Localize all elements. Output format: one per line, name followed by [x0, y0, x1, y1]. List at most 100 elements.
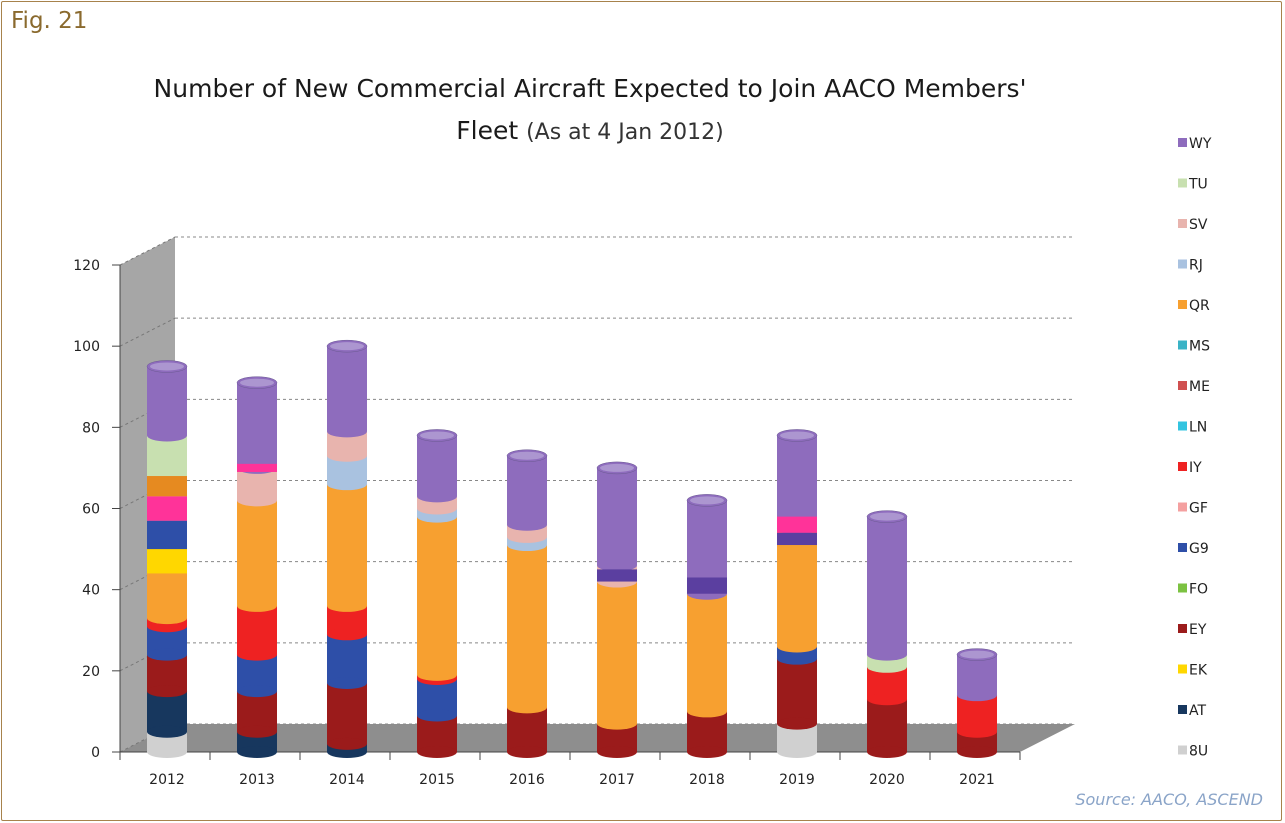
grid-diag: [119, 236, 176, 266]
chart-title-line1: Number of New Commercial Aircraft Expect…: [153, 74, 1027, 103]
bar-segment-cap: [147, 612, 187, 625]
legend-swatch-ek: [1178, 664, 1187, 674]
bar-segment-qr: [507, 545, 547, 708]
bar-segment-ey: [777, 658, 817, 724]
bar-segment-cap: [777, 717, 817, 730]
bar-segment-g9: [417, 678, 457, 716]
chart-title-date: (As at 4 Jan 2012): [526, 120, 724, 145]
bar-segment-cap: [687, 746, 727, 758]
bar-segment-wy: [147, 366, 187, 436]
legend-label-rj: RJ: [1189, 258, 1203, 274]
chart-title-line2: Fleet (As at 4 Jan 2012): [120, 110, 1060, 154]
legend-swatch-8u: [1178, 745, 1187, 755]
bar-accent-segment: [777, 532, 817, 546]
legend-swatch-ey: [1178, 624, 1187, 633]
legend-label-me: ME: [1189, 379, 1210, 395]
y-tick-label: 0: [91, 745, 100, 761]
bar-segment-cap: [777, 640, 817, 653]
bar-segment-cap: [237, 725, 277, 738]
bar-accent-segment: [147, 549, 187, 574]
legend-label-ey: EY: [1189, 622, 1207, 638]
bar-segment-wy: [867, 516, 907, 655]
chart-title: Number of New Commercial Aircraft Expect…: [120, 68, 1060, 154]
legend-label-sv: SV: [1189, 217, 1208, 233]
bar-segment-cap: [327, 599, 367, 612]
bar-segment-cap: [237, 648, 277, 661]
legend-label-ms: MS: [1189, 339, 1210, 355]
bar-segment-cap: [237, 494, 277, 507]
bar-top-highlight: [780, 431, 814, 440]
bar-top-highlight: [690, 496, 724, 505]
legend-label-wy: WY: [1189, 136, 1212, 152]
y-tick-label: 20: [82, 664, 100, 680]
bar-segment-cap: [687, 705, 727, 718]
bar-segment-cap: [507, 746, 547, 758]
bar-segment-cap: [327, 677, 367, 690]
bar-segment-cap: [417, 709, 457, 722]
bar-segment-cap: [327, 628, 367, 641]
bar-segment-cap: [327, 425, 367, 438]
bar-segment-cap: [507, 530, 547, 543]
x-tick-label: 2018: [689, 772, 725, 788]
legend-swatch-ln: [1178, 421, 1187, 431]
y-tick-label: 100: [73, 339, 100, 355]
bar-segment-cap: [867, 746, 907, 758]
legend-label-iy: IY: [1189, 460, 1202, 476]
figure-label: Fig. 21: [11, 8, 88, 34]
legend-swatch-fo: [1178, 583, 1187, 593]
x-tick-label: 2021: [959, 772, 995, 788]
bar-segment-cap: [867, 660, 907, 673]
legend-label-ln: LN: [1189, 420, 1207, 436]
bar-segment-at: [147, 691, 187, 732]
bar-top-highlight: [330, 342, 364, 351]
bar-segment-cap: [237, 685, 277, 698]
x-tick-label: 2012: [149, 772, 185, 788]
legend-swatch-me: [1178, 381, 1187, 390]
bar-segment-cap: [597, 717, 637, 730]
legend-swatch-at: [1178, 705, 1187, 714]
bar-segment-cap: [597, 746, 637, 758]
legend-label-g9: G9: [1189, 541, 1209, 557]
bar-segment-cap: [327, 449, 367, 462]
bar-segment-ey: [147, 654, 187, 692]
bar-accent-segment: [147, 520, 187, 550]
legend-swatch-sv: [1178, 219, 1187, 228]
bar-segment-qr: [327, 484, 367, 606]
bar-segment-wy: [777, 435, 817, 529]
bar-segment-cap: [417, 490, 457, 503]
bar-segment-cap: [957, 689, 997, 702]
legend-label-at: AT: [1189, 703, 1206, 719]
y-tick-label: 40: [82, 583, 100, 599]
bar-segment-cap: [147, 725, 187, 738]
bar-segment-cap: [957, 746, 997, 758]
bar-segment-cap: [237, 746, 277, 758]
y-tick-label: 60: [82, 502, 100, 518]
bar-segment-ey: [867, 699, 907, 752]
y-tick-label: 80: [82, 420, 100, 436]
x-tick-label: 2017: [599, 772, 635, 788]
bar-segment-qr: [417, 516, 457, 675]
legend-swatch-gf: [1178, 502, 1187, 512]
bar-accent-segment: [237, 463, 277, 472]
bar-segment-cap: [147, 648, 187, 661]
bar-top-highlight: [870, 512, 904, 521]
bar-segment-iy: [957, 695, 997, 732]
legend-label-qr: QR: [1189, 298, 1210, 314]
bar-top-highlight: [960, 650, 994, 659]
legend-swatch-qr: [1178, 300, 1187, 309]
bar-segment-ey: [507, 707, 547, 752]
bar-segment-ey: [687, 711, 727, 752]
legend-label-gf: GF: [1189, 501, 1208, 517]
x-tick-label: 2019: [779, 772, 815, 788]
bar-segment-cap: [147, 429, 187, 442]
legend-swatch-wy: [1178, 138, 1187, 147]
x-tick-label: 2015: [419, 772, 455, 788]
bar-segment-cap: [147, 685, 187, 698]
bar-segment-cap: [777, 746, 817, 758]
y-tick-label: 120: [73, 258, 100, 274]
bar-segment-qr: [777, 528, 817, 647]
bar-segment-tu: [147, 435, 187, 477]
bar-top-highlight: [510, 451, 544, 460]
